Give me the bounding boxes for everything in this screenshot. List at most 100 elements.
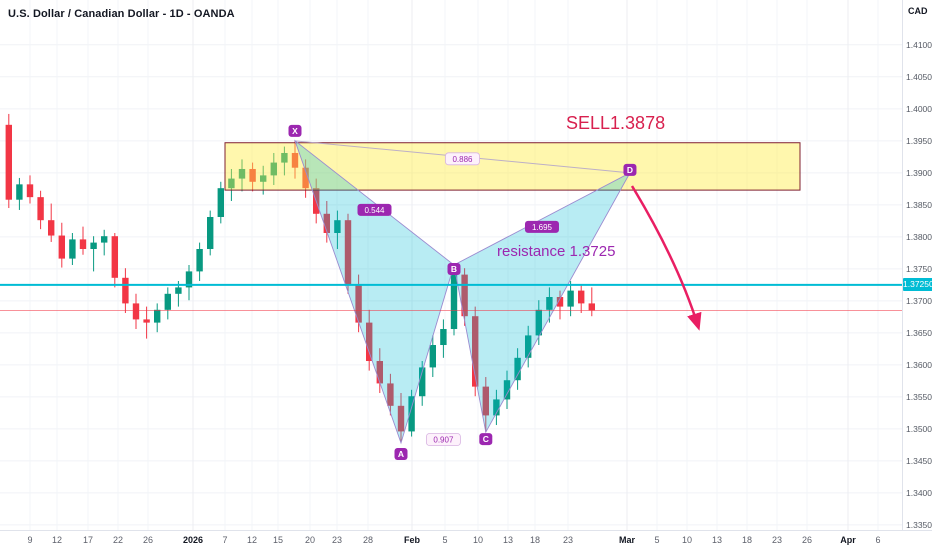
pattern-point-badge-C[interactable]: C (479, 433, 493, 446)
time-axis-label: Feb (403, 535, 421, 545)
time-axis-label: 10 (681, 535, 693, 545)
svg-text:0.907: 0.907 (433, 436, 454, 445)
candle-down (5, 113, 12, 209)
candle-down (482, 377, 489, 433)
time-axis-label: 26 (142, 535, 154, 545)
svg-text:B: B (451, 264, 457, 274)
time-axis-label: 18 (529, 535, 541, 545)
candle-down (556, 290, 564, 320)
trend-arrow[interactable] (630, 185, 702, 331)
svg-text:C: C (483, 434, 489, 444)
price-axis[interactable]: CAD 1.41000 1.40500 1.40000 1.39500 1.39000 1… (902, 0, 932, 530)
ratio-badge[interactable]: 1.695 (524, 220, 559, 233)
candle-up (525, 325, 532, 368)
resistance-annotation[interactable]: resistance 1.3725 (497, 243, 616, 260)
candle-down (588, 287, 595, 317)
price-axis-label: 1.36500 (906, 327, 932, 338)
candle-down (323, 200, 330, 243)
candle-up (546, 287, 553, 323)
time-axis-label: 18 (741, 535, 753, 545)
price-axis-label: 1.34500 (906, 455, 932, 466)
candle-down (344, 213, 352, 294)
candle-up (228, 168, 235, 201)
pattern-point-badge-B[interactable]: B (447, 263, 461, 275)
time-axis-label: 23 (562, 535, 574, 545)
svg-text:0.544: 0.544 (364, 206, 385, 215)
time-axis-label: 7 (222, 535, 228, 545)
time-axis-label: 15 (272, 535, 284, 545)
svg-text:A: A (398, 449, 404, 459)
sell-zone-rect[interactable] (224, 142, 801, 191)
price-axis-label: 1.36000 (906, 359, 932, 370)
candle-down (366, 309, 373, 371)
time-axis-label: 23 (331, 535, 343, 545)
candle-up (207, 210, 214, 256)
ratio-badge[interactable]: 0.907 (425, 433, 461, 446)
time-axis-label: 17 (82, 535, 94, 545)
candle-up (408, 389, 415, 437)
candle-up (154, 303, 161, 333)
candle-up (503, 370, 511, 410)
time-axis-label: 28 (362, 535, 374, 545)
ratio-badge[interactable]: 0.544 (357, 203, 392, 216)
candle-down (249, 162, 256, 192)
svg-text:1.695: 1.695 (532, 223, 553, 232)
sell-annotation[interactable]: SELL1.3878 (566, 113, 666, 133)
candle-down (132, 293, 140, 330)
pattern-point-badge-A[interactable]: A (394, 447, 408, 460)
price-axis-label: 1.38000 (906, 231, 932, 242)
time-axis-label: 5 (442, 535, 448, 545)
candle-up (281, 146, 288, 176)
candle-up (334, 210, 341, 249)
pattern-bcd-triangle[interactable] (453, 171, 632, 434)
ratio-badge[interactable]: 0.886 (445, 152, 480, 166)
time-axis-label: 12 (246, 535, 258, 545)
price-axis-label: 1.35000 (906, 423, 932, 434)
candle-up (185, 265, 193, 301)
candle-down (302, 159, 309, 198)
candle-up (69, 232, 76, 265)
candle-down (48, 203, 55, 242)
candle-up (270, 152, 277, 185)
time-axis-label: 12 (51, 535, 63, 545)
candle-down (291, 140, 299, 179)
svg-text:D: D (627, 165, 633, 175)
time-axis-label: 10 (472, 535, 484, 545)
candle-down (143, 306, 150, 339)
candle-up (440, 319, 447, 358)
candle-down (472, 306, 479, 397)
time-axis-label: 13 (711, 535, 723, 545)
candle-down (376, 348, 383, 394)
time-axis-label: 22 (112, 535, 124, 545)
price-axis-label: 1.33500 (906, 519, 932, 530)
time-axis-label: 23 (771, 535, 783, 545)
pattern-point-badge-D[interactable]: D (623, 163, 637, 176)
candle-up (419, 361, 426, 406)
time-axis-label: 5 (654, 535, 660, 545)
axis-currency-label: CAD (908, 6, 928, 16)
candle-up (164, 287, 171, 320)
candle-up (514, 348, 521, 390)
pattern-xab-triangle[interactable] (294, 139, 455, 445)
pattern-point-badge-X[interactable]: X (288, 124, 302, 137)
price-axis-label: 1.41000 (906, 39, 932, 50)
price-axis-label: 1.38500 (906, 199, 932, 210)
candle-up (493, 389, 500, 426)
time-axis-label: 26 (801, 535, 813, 545)
candle-down (397, 393, 405, 443)
price-axis-label: 1.39000 (906, 167, 932, 178)
candle-up (217, 181, 224, 224)
price-axis-label: 1.37500 (906, 263, 932, 274)
symbol-legend[interactable]: U.S. Dollar / Canadian Dollar - 1D - OAN… (8, 8, 235, 20)
time-axis[interactable]: 9 12 17 22 26 2026 7 12 15 20 23 28 Feb 5 10 13 18 23 Mar 5… (0, 530, 932, 550)
candle-down (26, 175, 34, 204)
svg-text:0.886: 0.886 (452, 155, 473, 164)
time-axis-label: Mar (618, 535, 636, 545)
candle-down (578, 284, 585, 314)
price-tag: 1.37250 (903, 278, 932, 292)
candle-down (122, 268, 129, 314)
time-axis-label: 2026 (182, 535, 204, 545)
candle-up (238, 159, 246, 192)
